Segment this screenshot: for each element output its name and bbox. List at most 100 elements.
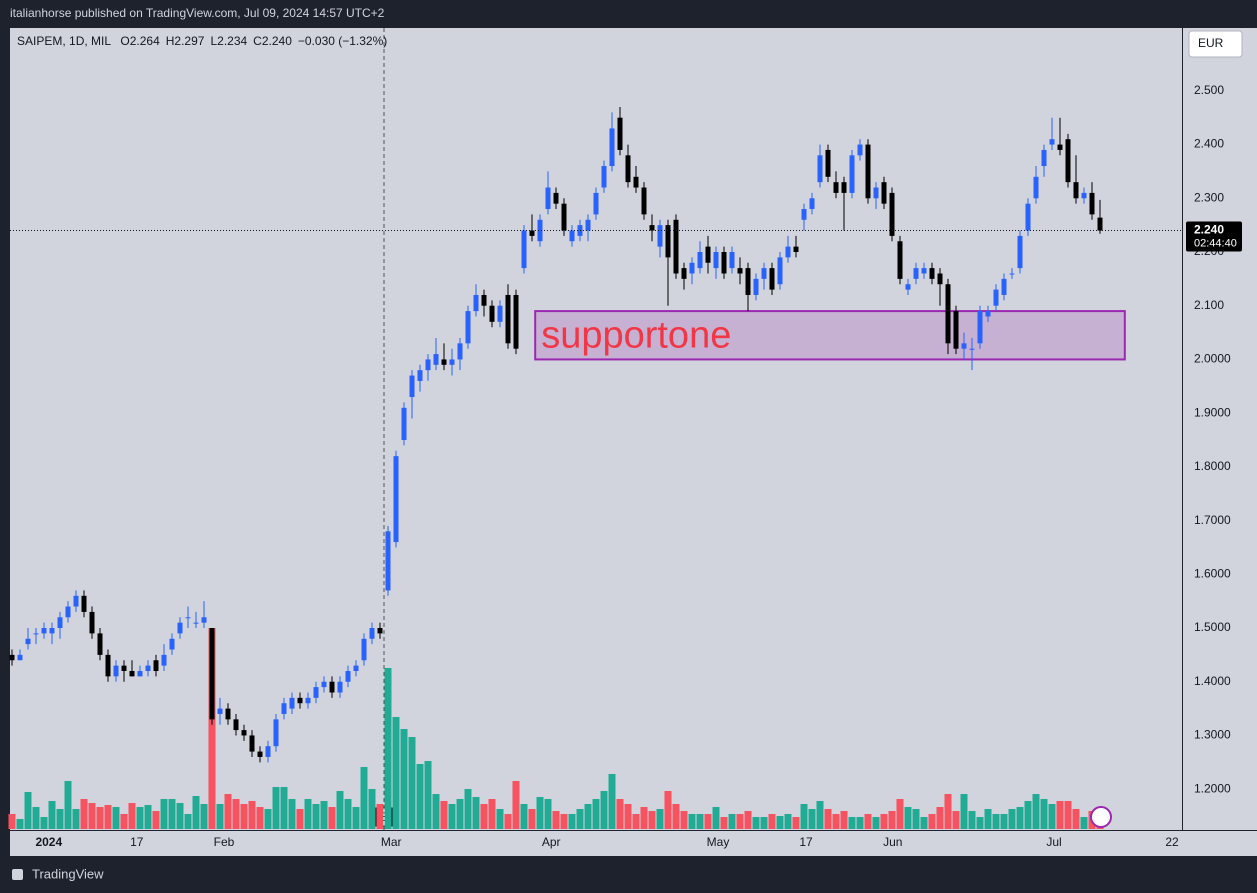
candle-body [257,751,263,757]
candle-body [457,343,463,360]
volume-bar [1056,801,1064,829]
candle-body [657,225,663,247]
volume-bar [600,791,608,829]
candle-body [97,633,103,655]
candle-body [489,305,495,322]
candle-body [89,611,95,634]
volume-bar [584,804,592,829]
candle-body [41,628,47,634]
legend-key: H [165,34,175,48]
volume-bar [696,814,704,829]
volume-bar [328,807,336,829]
candle-body [9,654,15,661]
volume-bar [376,804,384,829]
legend-change: −0.030 (−1.32%) [297,34,388,48]
candle-body [593,192,599,215]
volume-bar [720,817,728,829]
y-tick-label: 2.100 [1194,298,1224,312]
candle-body [105,654,111,677]
x-tick-label: Jul [1046,835,1061,849]
candle-body [49,628,55,634]
volume-bar [264,809,272,829]
volume-bar [648,811,656,829]
annotation-text: supportone [541,314,731,356]
volume-bar [1016,807,1024,829]
volume-bar [952,811,960,829]
candle-body [697,252,703,269]
candle-body [281,703,287,714]
candle-body [985,311,991,317]
volume-bar [808,809,816,829]
candle-body [769,268,775,290]
candle-body [113,665,119,677]
volume-bar [1040,799,1048,829]
candle-body [921,268,927,274]
candle-body [305,697,311,704]
candle-body [225,708,231,720]
volume-bar [192,796,200,829]
volume-bar [992,814,1000,829]
volume-bar [976,817,984,829]
candle-body [761,268,767,279]
candle-body [65,606,71,618]
volume-bar [1032,794,1040,829]
candle-body [369,628,375,639]
footer-logo [12,869,23,880]
price-tag [1186,221,1242,252]
volume-bar [664,791,672,829]
candle-body [569,230,575,242]
volume-bar [1080,817,1088,829]
volume-bar [136,807,144,829]
symbol: SAIPEM, 1D, MIL [17,34,112,48]
volume-bar [336,791,344,829]
volume-bar [624,804,632,829]
currency: EUR [1198,36,1224,50]
volume-bar [1008,809,1016,829]
volume-bar [912,809,920,829]
candle-body [713,252,719,269]
candle-body [825,149,831,177]
volume-bar [320,801,328,829]
volume-bar [200,804,208,829]
volume-bar [712,807,720,829]
candle-body [897,241,903,279]
volume-bar [368,789,376,829]
candle-body [513,294,519,349]
candle-body [745,268,751,295]
y-tick-label: 1.4000 [1194,674,1231,688]
volume-bar [88,803,96,829]
candle-body [33,633,39,635]
candle-body [465,311,471,344]
x-tick-label: 17 [130,835,144,849]
candle-body [1017,235,1023,269]
candle-body [553,192,559,204]
candle-body [153,660,159,671]
volume-bar [944,794,952,829]
volume-bar [872,817,880,829]
candle-body [1065,139,1071,183]
candle-body [681,268,687,279]
candle-body [265,746,271,757]
candle-body [81,595,87,612]
candle-body [817,155,823,183]
volume-bar [312,804,320,829]
plugin-icon [1090,806,1112,828]
volume-bar [840,811,848,829]
volume-bar [736,814,744,829]
candle-body [449,359,455,365]
volume-bar [960,794,968,829]
candle-body [129,670,135,677]
candle-body [385,531,391,591]
volume-bar [456,799,464,829]
legend-key: C [253,34,262,48]
candle-body [777,257,783,285]
volume-bar [96,807,104,829]
candle-body [521,230,527,269]
y-tick-label: 2.0000 [1194,352,1231,366]
volume-bar [768,814,776,829]
candle-body [361,638,367,661]
volume-bar [672,804,680,829]
volume-bar [1064,801,1072,829]
volume-bar [592,799,600,829]
